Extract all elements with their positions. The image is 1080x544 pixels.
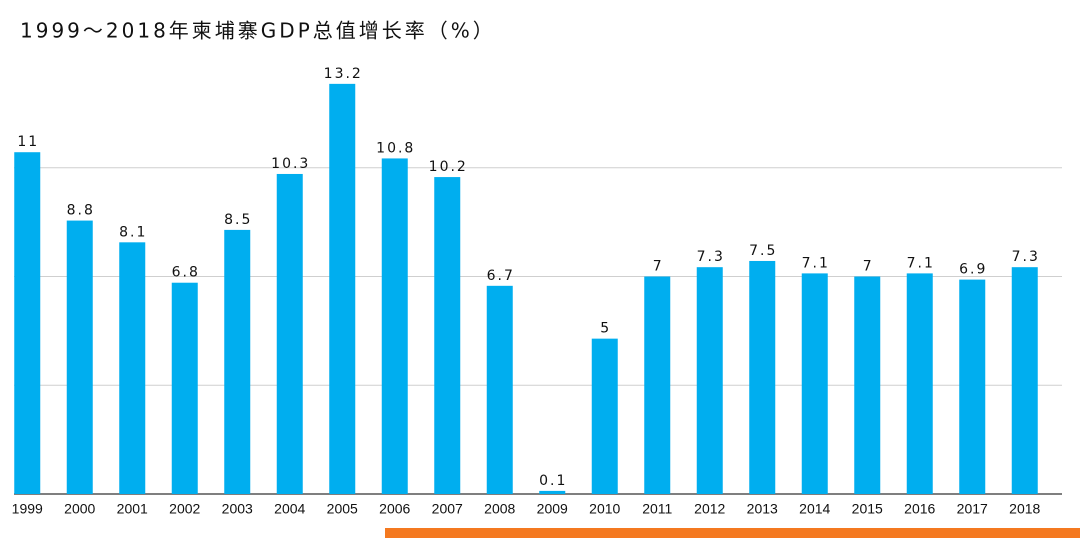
x-tick-label: 2011 — [642, 501, 672, 517]
value-label: 7.1 — [907, 255, 935, 271]
x-tick-label: 2014 — [799, 501, 830, 517]
bar — [434, 177, 461, 495]
chart-title: 1999～2018年柬埔寨GDP总值增长率（%） — [20, 19, 496, 43]
bar — [749, 260, 776, 494]
x-tick-label: 2017 — [957, 501, 988, 517]
value-label: 7.1 — [802, 255, 830, 271]
value-label: 6.8 — [172, 265, 200, 281]
bar — [696, 267, 723, 494]
value-label: 10.2 — [429, 159, 468, 175]
bar — [224, 229, 251, 494]
x-tick-label: 2003 — [222, 501, 253, 517]
x-tick-label: 2006 — [379, 501, 410, 517]
x-tick-label: 2018 — [1009, 501, 1040, 517]
bar — [906, 273, 933, 494]
x-tick-label: 2007 — [432, 501, 463, 517]
bar — [539, 490, 566, 494]
value-label: 7 — [653, 259, 664, 275]
x-tick-label: 2016 — [904, 501, 935, 517]
value-label: 7.3 — [1012, 249, 1040, 265]
bar — [276, 173, 303, 494]
value-label: 7.5 — [749, 243, 777, 259]
value-label: 8.1 — [119, 224, 147, 240]
value-label: 7.3 — [697, 249, 725, 265]
x-tick-label: 2010 — [589, 501, 620, 517]
bar — [119, 242, 146, 494]
bar — [801, 273, 828, 494]
bar — [959, 279, 986, 494]
bar — [1011, 267, 1038, 494]
bar — [381, 158, 408, 494]
decor-bar — [385, 528, 1080, 538]
bar — [486, 285, 513, 494]
x-tick-label: 2002 — [169, 501, 200, 517]
value-label: 0.1 — [539, 473, 567, 489]
x-tick-label: 1999 — [12, 501, 43, 517]
value-label: 11 — [17, 134, 39, 150]
x-tick-label: 2009 — [537, 501, 568, 517]
value-label: 6.9 — [959, 262, 987, 278]
x-tick-label: 2005 — [327, 501, 358, 517]
value-label: 8.5 — [224, 212, 252, 228]
value-label: 13.2 — [324, 66, 363, 82]
x-tick-label: 2008 — [484, 501, 515, 517]
value-label: 10.8 — [376, 140, 415, 156]
bar — [329, 83, 356, 494]
bar — [171, 282, 198, 494]
x-tick-label: 2012 — [694, 501, 725, 517]
bar — [66, 220, 93, 495]
bar — [854, 276, 881, 494]
x-tick-label: 2000 — [64, 501, 95, 517]
value-label: 8.8 — [67, 203, 95, 219]
x-tick-label: 2004 — [274, 501, 305, 517]
bar — [644, 276, 671, 494]
value-label: 10.3 — [271, 156, 310, 172]
value-label: 5 — [600, 321, 611, 337]
bar — [591, 338, 618, 494]
value-label: 7 — [863, 259, 874, 275]
value-label: 6.7 — [487, 268, 515, 284]
x-tick-label: 2013 — [747, 501, 778, 517]
x-tick-label: 2015 — [852, 501, 883, 517]
bar — [14, 152, 41, 494]
x-tick-label: 2001 — [117, 501, 148, 517]
